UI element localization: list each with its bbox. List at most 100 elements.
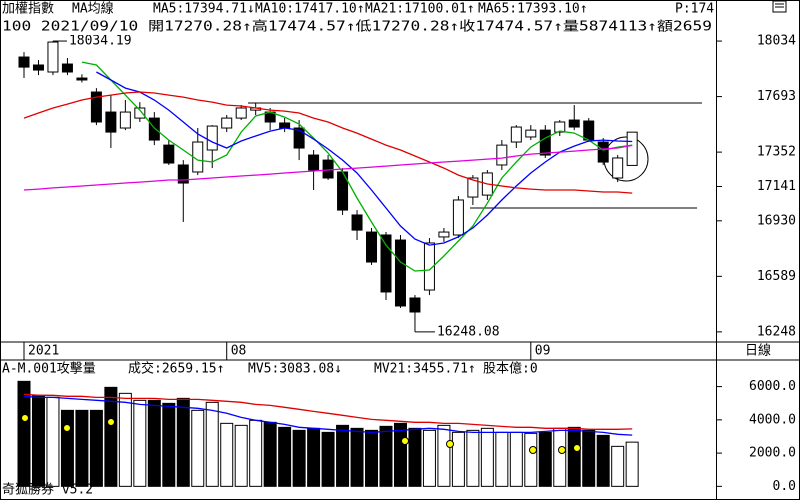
signal-dot bbox=[558, 446, 566, 454]
volume-bar bbox=[495, 431, 509, 487]
volume-bar bbox=[278, 426, 292, 487]
y-tick-label: 18034 bbox=[757, 34, 796, 49]
volume-bar bbox=[422, 429, 436, 487]
y-tick-label: 16589 bbox=[757, 269, 796, 284]
candle-body bbox=[119, 111, 131, 129]
candle-body bbox=[626, 131, 638, 166]
candle-body bbox=[452, 199, 464, 236]
candle-body bbox=[583, 120, 595, 141]
candle-body bbox=[568, 119, 580, 128]
candle-body bbox=[467, 177, 479, 198]
volume-bar bbox=[596, 434, 610, 487]
candle-body bbox=[351, 214, 363, 231]
volume-bar bbox=[567, 426, 581, 487]
candle-body bbox=[496, 144, 508, 166]
candle-body bbox=[293, 127, 305, 149]
signal-dot bbox=[529, 446, 537, 454]
candle-body bbox=[423, 242, 435, 291]
volume-ma-line bbox=[23, 395, 633, 436]
candle-body bbox=[134, 107, 146, 119]
volume-bar bbox=[393, 422, 407, 487]
signal-dots bbox=[21, 414, 581, 454]
signal-dot bbox=[446, 440, 454, 448]
volume-bar bbox=[89, 409, 103, 487]
window-icon bbox=[772, 0, 787, 13]
y-tick-label: 4000.0 bbox=[749, 412, 796, 427]
volume-bar bbox=[553, 427, 567, 487]
candle-body bbox=[394, 239, 406, 307]
ma-line bbox=[81, 61, 633, 272]
signal-dot bbox=[63, 424, 71, 432]
volume-bar bbox=[582, 429, 596, 487]
volume-bar bbox=[17, 380, 31, 487]
volume-bar bbox=[162, 402, 176, 487]
ma-line bbox=[23, 91, 633, 194]
volume-bar bbox=[451, 431, 465, 487]
legend-entry: MA65:17393.10↑ bbox=[478, 2, 588, 17]
signal-dot bbox=[21, 414, 29, 422]
signal-dot bbox=[573, 444, 581, 452]
candle-body bbox=[206, 125, 218, 151]
volume-bar bbox=[205, 401, 219, 487]
volume-bar bbox=[191, 409, 205, 487]
volume-bar bbox=[104, 386, 118, 487]
volume-bar bbox=[524, 432, 538, 487]
candle-body bbox=[47, 41, 59, 73]
legend-entry: MV21:3455.71↑ bbox=[374, 362, 476, 377]
candle-body bbox=[438, 231, 450, 238]
volume-bar bbox=[46, 396, 60, 487]
annotation: 18034.19 bbox=[69, 34, 132, 49]
volume-bar bbox=[350, 427, 364, 487]
volume-bar bbox=[234, 424, 248, 487]
volume-bar bbox=[437, 424, 451, 487]
candle-body bbox=[510, 126, 522, 143]
volume-bar bbox=[321, 431, 335, 487]
volume-bar bbox=[466, 429, 480, 487]
volume-bar bbox=[611, 445, 625, 487]
candle-body bbox=[279, 122, 291, 129]
period-label: 日線 bbox=[745, 343, 771, 359]
candle-body bbox=[380, 234, 392, 293]
volume-bar bbox=[365, 429, 379, 487]
volume-bar bbox=[31, 394, 45, 487]
volume-bar bbox=[176, 397, 190, 487]
candle-body bbox=[163, 144, 175, 164]
x-tick-label: 09 bbox=[535, 344, 551, 359]
candle-body bbox=[105, 111, 117, 133]
signal-dot bbox=[107, 418, 115, 426]
y-tick-label: 16930 bbox=[757, 213, 796, 228]
candle-body bbox=[308, 154, 320, 171]
ma-line bbox=[23, 144, 633, 191]
y-tick-label: 17141 bbox=[757, 179, 796, 194]
candle-body bbox=[597, 141, 609, 163]
volume-bar bbox=[408, 427, 422, 487]
volume-bar bbox=[263, 421, 277, 487]
volume-bar bbox=[292, 429, 306, 487]
volume-bar bbox=[379, 425, 393, 487]
y-tick-label: 17693 bbox=[757, 89, 796, 104]
candle-body bbox=[177, 164, 189, 184]
candle-body bbox=[612, 157, 624, 179]
volume-bar bbox=[480, 427, 494, 487]
signal-dot bbox=[401, 437, 409, 445]
annotation: 16248.08 bbox=[437, 324, 500, 339]
y-tick-label: 17352 bbox=[757, 145, 796, 160]
volume-bar bbox=[118, 392, 132, 487]
volume-bar bbox=[336, 424, 350, 487]
header-bg bbox=[0, 0, 716, 35]
legend-entry: MA10:17417.10↑ bbox=[255, 2, 365, 17]
y-tick-label: 0.0 bbox=[773, 479, 796, 494]
y-tick-label: 2000.0 bbox=[749, 446, 796, 461]
volume-bar bbox=[133, 399, 147, 487]
legend-entry: 成交:2659.15↑ bbox=[128, 361, 224, 377]
candle-body bbox=[539, 129, 551, 156]
volume-bar bbox=[249, 419, 263, 487]
x-tick-label: 08 bbox=[231, 344, 247, 359]
candle-body bbox=[409, 297, 421, 313]
volume-bar bbox=[625, 441, 639, 487]
volume-bar bbox=[538, 431, 552, 487]
volume-bar bbox=[147, 399, 161, 487]
volume-panel bbox=[17, 380, 639, 487]
